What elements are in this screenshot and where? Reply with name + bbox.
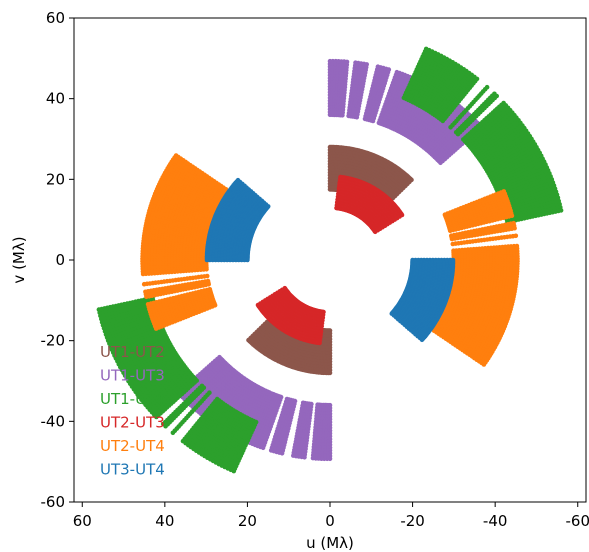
data-point — [386, 67, 392, 72]
data-point — [268, 448, 274, 453]
data-point — [170, 430, 176, 436]
series-UT1-UT3 — [176, 58, 484, 462]
data-point — [409, 177, 414, 183]
data-point — [246, 337, 251, 343]
series-UT1-UT2 — [246, 144, 414, 376]
plot-marks — [96, 46, 564, 474]
data-point — [474, 76, 480, 82]
data-point — [310, 455, 316, 461]
data-point — [484, 84, 490, 90]
data-point — [180, 438, 186, 444]
data-point — [364, 62, 370, 67]
data-point — [291, 453, 296, 458]
data-point — [344, 59, 350, 65]
data-point — [494, 93, 500, 99]
